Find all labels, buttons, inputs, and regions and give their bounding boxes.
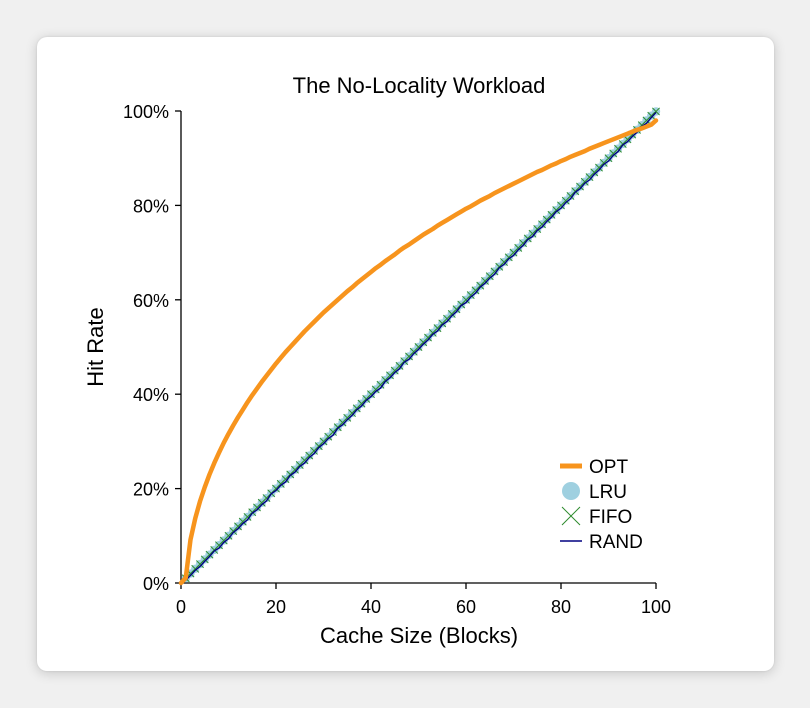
legend: OPT LRU FIFO RAND xyxy=(560,457,643,553)
y-axis-label: Hit Rate xyxy=(83,307,108,386)
legend-fifo-marker xyxy=(561,506,581,526)
chart-title: The No-Locality Workload xyxy=(293,73,546,98)
legend-rand-label: RAND xyxy=(589,532,643,553)
chart-card xyxy=(37,37,774,671)
axes: 0 20 40 60 80 100 0% 20% 40% 60% 80% 100% xyxy=(123,102,671,617)
x-tick-label: 20 xyxy=(266,597,286,617)
x-tick-label: 0 xyxy=(176,597,186,617)
y-tick-label: 80% xyxy=(133,196,169,216)
fifo-point xyxy=(652,107,660,116)
x-tick-label: 60 xyxy=(456,597,476,617)
opt-line xyxy=(178,118,659,586)
plot-area xyxy=(178,107,661,586)
legend-lru-marker xyxy=(562,482,580,500)
rand-line xyxy=(180,111,657,584)
x-tick-label: 40 xyxy=(361,597,381,617)
x-tick-label: 80 xyxy=(551,597,571,617)
x-tick-label: 100 xyxy=(641,597,671,617)
legend-opt-label: OPT xyxy=(589,457,628,478)
series-fifo xyxy=(181,107,660,583)
y-tick-label: 20% xyxy=(133,480,169,500)
legend-lru-label: LRU xyxy=(589,482,627,503)
x-axis-label: Cache Size (Blocks) xyxy=(320,623,518,648)
y-tick-label: 100% xyxy=(123,102,169,122)
legend-fifo-label: FIFO xyxy=(589,507,632,528)
y-tick-label: 60% xyxy=(133,291,169,311)
y-tick-label: 0% xyxy=(143,574,169,594)
y-tick-label: 40% xyxy=(133,385,169,405)
